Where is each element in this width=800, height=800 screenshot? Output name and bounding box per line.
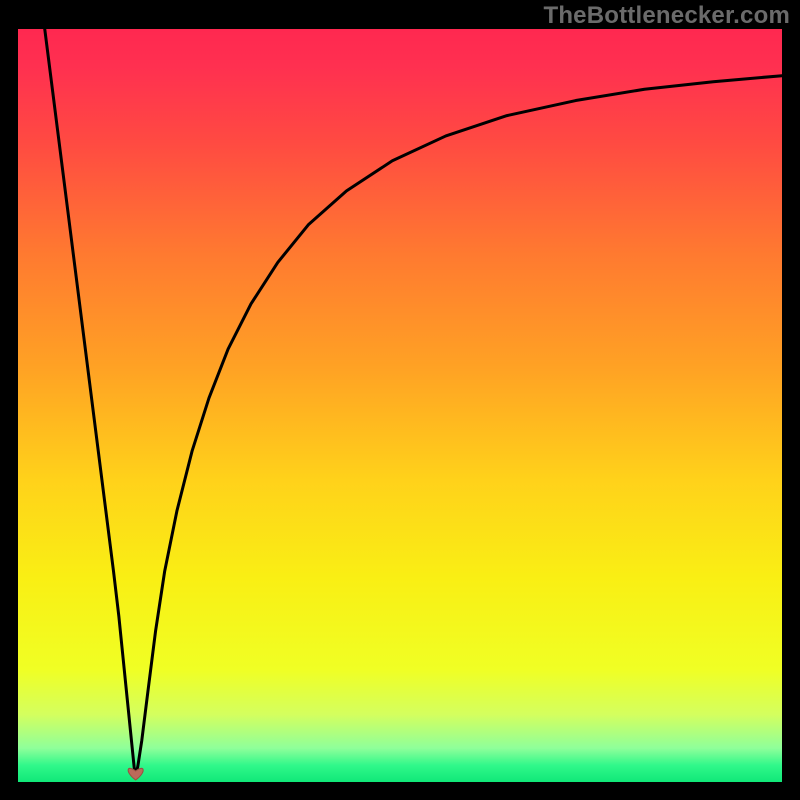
plot-area [18,29,782,782]
watermark-text: TheBottlenecker.com [543,2,790,30]
chart-frame: TheBottlenecker.com [0,0,800,800]
gradient-background [18,29,782,782]
plot-svg [18,29,782,782]
